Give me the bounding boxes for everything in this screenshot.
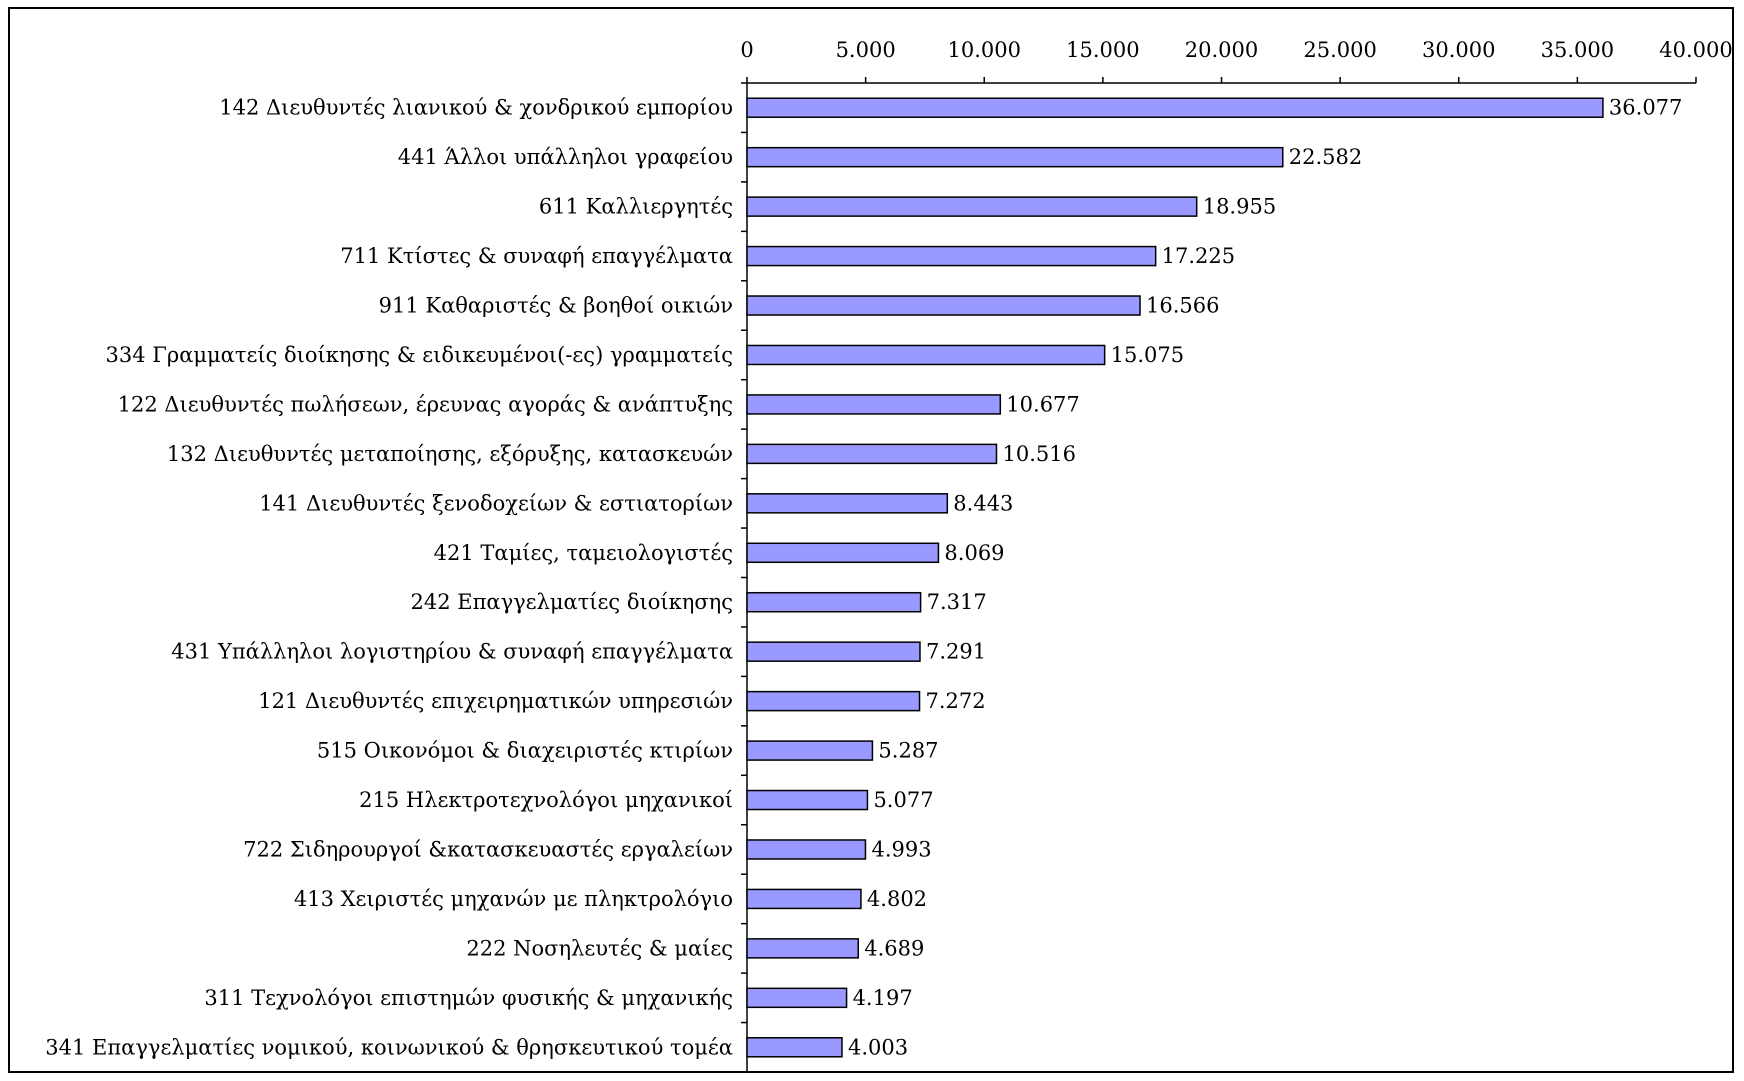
data-label: 10.677 — [1006, 392, 1079, 416]
bar — [746, 740, 874, 761]
data-label: 8.069 — [944, 541, 1004, 565]
bar — [746, 245, 1157, 267]
bar — [746, 987, 848, 1009]
bar — [746, 542, 940, 564]
bar — [746, 493, 949, 514]
bar — [746, 1037, 843, 1058]
data-label: 7.291 — [926, 640, 986, 664]
bar — [746, 196, 1198, 217]
data-label: 4.197 — [853, 986, 913, 1010]
bar — [746, 938, 859, 959]
axis-layer — [741, 77, 1697, 1071]
category-label: 431 Υπάλληλοι λογιστηρίου & συναφή επαγγ… — [171, 640, 733, 664]
chart-frame: 0 5.000 10.000 15.000 20.000 25.000 30.000 35.0… — [8, 7, 1734, 1073]
labels-layer: 0 5.000 10.000 15.000 20.000 25.000 30.000 35.0… — [45, 38, 1732, 1059]
bar — [746, 97, 1604, 118]
category-label: 611 Καλλιεργητές — [539, 195, 733, 219]
bar — [746, 888, 862, 910]
data-label: 10.516 — [1002, 442, 1075, 466]
x-tick-label: 35.000 — [1541, 38, 1614, 62]
category-label: 341 Επαγγελματίες νομικού, κοινωνικού & … — [45, 1035, 733, 1059]
bar — [746, 789, 869, 811]
bar — [746, 344, 1106, 366]
data-label: 8.443 — [953, 491, 1013, 515]
category-label: 222 Νοσηλευτές & μαίες — [466, 936, 733, 960]
data-label: 16.566 — [1146, 294, 1219, 318]
x-tick-label: 30.000 — [1422, 38, 1495, 62]
x-tick-label: 10.000 — [948, 38, 1021, 62]
category-label: 215 Ηλεκτροτεχνολόγοι μηχανικοί — [359, 788, 733, 812]
bar — [746, 443, 998, 465]
category-label: 413 Χειριστές μηχανών με πληκτρολόγιο — [294, 887, 733, 911]
x-tick-label: 5.000 — [836, 38, 896, 62]
data-label: 4.689 — [864, 936, 924, 960]
bar-chart: 0 5.000 10.000 15.000 20.000 25.000 30.000 35.0… — [45, 38, 1732, 1071]
data-label: 4.802 — [867, 887, 927, 911]
category-label: 911 Καθαριστές & βοηθοί οικιών — [379, 294, 733, 318]
category-label: 515 Οικονόμοι & διαχειριστές κτιρίων — [317, 739, 733, 763]
category-label: 421 Ταμίες, ταμειολογιστές — [434, 541, 733, 565]
data-label: 7.272 — [926, 689, 986, 713]
category-label: 711 Κτίστες & συναφή επαγγέλματα — [340, 244, 733, 268]
data-label: 36.077 — [1609, 96, 1682, 120]
data-label: 15.075 — [1111, 343, 1184, 367]
x-tick-label: 0 — [740, 38, 753, 62]
bar — [746, 641, 921, 662]
data-label: 5.077 — [873, 788, 933, 812]
category-label: 122 Διευθυντές πωλήσεων, έρευνας αγοράς … — [118, 392, 733, 416]
bar — [746, 295, 1141, 316]
category-label: 132 Διευθυντές μεταποίησης, εξόρυξης, κα… — [167, 442, 733, 466]
bar — [746, 394, 1002, 415]
data-label: 7.317 — [927, 590, 987, 614]
category-label: 441 Άλλοι υπάλληλοι γραφείου — [398, 145, 733, 169]
x-tick-label: 40.000 — [1659, 38, 1732, 62]
data-label: 22.582 — [1289, 145, 1362, 169]
x-tick-label: 15.000 — [1066, 38, 1139, 62]
data-label: 4.993 — [871, 837, 931, 861]
bar — [746, 591, 922, 613]
category-label: 722 Σιδηρουργοί &κατασκευαστές εργαλείων — [243, 837, 733, 861]
bar — [746, 839, 867, 860]
category-label: 142 Διευθυντές λιανικού & χονδρικού εμπο… — [219, 96, 733, 120]
category-label: 334 Γραμματείς διοίκησης & ειδικευμένοι(… — [106, 343, 733, 367]
category-label: 311 Τεχνολόγοι επιστημών φυσικής & μηχαν… — [204, 986, 733, 1010]
data-label: 18.955 — [1203, 195, 1276, 219]
x-tick-label: 20.000 — [1185, 38, 1258, 62]
data-label: 17.225 — [1162, 244, 1235, 268]
bar — [746, 690, 921, 712]
x-tick-label: 25.000 — [1303, 38, 1376, 62]
bar — [746, 146, 1284, 168]
category-label: 242 Επαγγελματίες διοίκησης — [411, 590, 734, 614]
bars-layer — [746, 97, 1604, 1058]
category-label: 121 Διευθυντές επιχειρηματικών υπηρεσιών — [258, 689, 733, 713]
category-label: 141 Διευθυντές ξενοδοχείων & εστιατορίων — [259, 491, 733, 515]
data-label: 4.003 — [848, 1035, 908, 1059]
data-label: 5.287 — [878, 739, 938, 763]
